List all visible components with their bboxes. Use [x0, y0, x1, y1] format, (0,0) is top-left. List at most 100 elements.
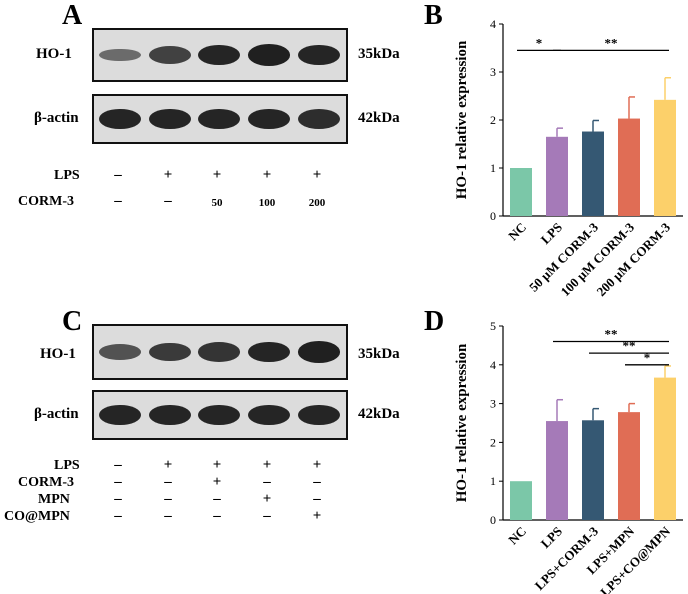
treatment-value: –	[213, 491, 221, 507]
bar	[582, 131, 604, 216]
y-tick-label: 1	[490, 161, 496, 175]
ho1-blot-c	[92, 324, 348, 380]
treatment-value: 50	[211, 197, 223, 209]
bar	[618, 118, 640, 216]
treatment-value: +	[163, 457, 173, 473]
x-tick-label: NC	[505, 220, 529, 244]
kda-ho1-a: 35kDa	[358, 46, 400, 62]
blot-band	[99, 108, 141, 130]
blot-band	[149, 404, 191, 426]
treatment-value: 200	[308, 197, 326, 209]
blot-band	[149, 46, 191, 64]
x-tick-label: LPS	[538, 524, 565, 551]
treatment-value: +	[312, 167, 322, 183]
treatment-value: –	[263, 474, 271, 490]
panel-letter-d: D	[424, 306, 445, 337]
y-tick-label: 4	[490, 17, 496, 31]
x-tick-label: LPS	[538, 220, 565, 247]
blot-label-ho1-a: HO-1	[36, 46, 72, 62]
blot-band	[298, 109, 340, 129]
bar	[510, 168, 532, 216]
y-axis-label: HO-1 relative expression	[454, 343, 470, 502]
blot-band	[198, 108, 240, 130]
bar	[546, 421, 568, 520]
blot-label-actin-c: β-actin	[34, 406, 79, 422]
blot-band	[198, 342, 240, 362]
blot-band	[99, 48, 141, 62]
y-tick-label: 3	[490, 65, 496, 79]
treatment-value: –	[164, 193, 172, 209]
treatment-value: +	[163, 167, 173, 183]
blot-band	[149, 342, 191, 362]
treatment-value: –	[114, 457, 122, 473]
blot-band	[99, 404, 141, 426]
actin-blot-c	[92, 390, 348, 440]
bar	[618, 412, 640, 520]
treatment-label: CORM-3	[18, 194, 74, 209]
kda-actin-a: 42kDa	[358, 110, 400, 126]
treatment-value: 100	[258, 197, 276, 209]
blot-label-ho1-c: HO-1	[40, 346, 76, 362]
panel-letter-b: B	[424, 0, 443, 31]
treatment-value: –	[263, 508, 271, 524]
blot-band	[198, 404, 240, 426]
blot-band	[298, 341, 340, 363]
treatment-value: –	[114, 193, 122, 209]
treatment-value: +	[262, 457, 272, 473]
treatment-value: –	[114, 508, 122, 524]
treatment-value: +	[212, 474, 222, 490]
treatment-value: –	[164, 508, 172, 524]
treatment-label: CO@MPN	[4, 509, 70, 524]
panel-letter-a: A	[62, 0, 83, 31]
actin-blot-a	[92, 94, 348, 144]
y-tick-label: 2	[490, 435, 496, 449]
bar	[654, 99, 676, 216]
treatment-value: –	[213, 508, 221, 524]
significance-label: *	[536, 35, 543, 50]
blot-band	[248, 44, 290, 66]
treatment-label: MPN	[38, 492, 70, 507]
treatment-label: CORM-3	[18, 475, 74, 490]
treatment-value: –	[114, 167, 122, 183]
treatment-value: –	[313, 474, 321, 490]
treatment-value: +	[262, 491, 272, 507]
bar	[546, 136, 568, 216]
blot-band	[298, 44, 340, 66]
blot-band	[198, 44, 240, 66]
blot-band	[99, 344, 141, 360]
blot-band	[149, 108, 191, 130]
ho1-blot-a	[92, 28, 348, 82]
treatment-value: +	[312, 457, 322, 473]
treatment-value: +	[262, 167, 272, 183]
significance-label: **	[623, 338, 636, 353]
treatment-value: +	[212, 167, 222, 183]
blot-band	[248, 341, 290, 363]
y-tick-label: 0	[490, 209, 496, 223]
treatment-value: +	[312, 508, 322, 524]
y-tick-label: 2	[490, 113, 496, 127]
significance-label: **	[605, 327, 618, 342]
blot-label-actin-a: β-actin	[34, 110, 79, 126]
y-tick-label: 0	[490, 513, 496, 527]
treatment-value: +	[212, 457, 222, 473]
bar	[582, 420, 604, 520]
blot-band	[248, 108, 290, 130]
treatment-value: –	[164, 474, 172, 490]
significance-label: **	[605, 35, 618, 50]
kda-ho1-c: 35kDa	[358, 346, 400, 362]
y-tick-label: 3	[490, 397, 496, 411]
blot-band	[298, 404, 340, 426]
treatment-label: LPS	[54, 458, 80, 473]
treatment-value: –	[313, 491, 321, 507]
y-tick-label: 1	[490, 474, 496, 488]
significance-label: *	[644, 350, 651, 365]
treatment-value: –	[114, 474, 122, 490]
treatment-label: LPS	[54, 168, 80, 183]
blot-band	[248, 404, 290, 426]
y-tick-label: 4	[490, 358, 496, 372]
y-axis-label: HO-1 relative expression	[454, 40, 470, 199]
x-tick-label: NC	[505, 524, 529, 548]
treatment-value: –	[164, 491, 172, 507]
